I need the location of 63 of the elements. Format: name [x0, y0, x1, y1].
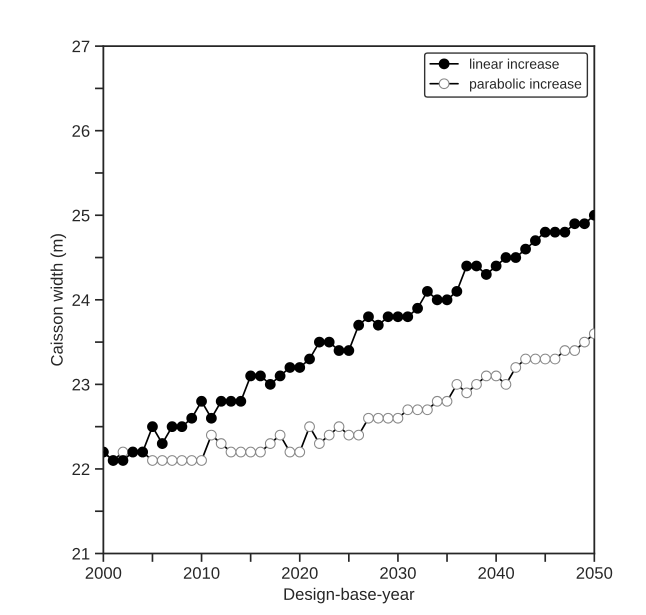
x-tick-label: 2030	[380, 567, 416, 579]
point	[500, 252, 512, 263]
point	[245, 370, 256, 382]
point	[118, 455, 128, 466]
point	[422, 286, 433, 297]
point	[235, 396, 246, 407]
point	[284, 362, 296, 373]
point	[324, 336, 335, 348]
point	[166, 421, 178, 432]
point	[569, 218, 580, 230]
y-tick-label: 25	[72, 210, 90, 222]
point	[471, 260, 482, 272]
point	[274, 370, 286, 382]
point	[530, 235, 541, 246]
x-tick-label: 2000	[86, 567, 122, 579]
legend-label: parabolic increase	[470, 78, 582, 92]
point	[461, 260, 472, 272]
x-tick-label: 2020	[282, 567, 318, 579]
point	[480, 269, 492, 280]
point	[226, 396, 236, 407]
point	[520, 244, 531, 254]
point	[550, 226, 560, 238]
point	[343, 345, 354, 356]
point	[402, 311, 414, 322]
y-tick-label: 27	[72, 40, 90, 52]
point	[294, 362, 306, 373]
point	[490, 260, 502, 272]
point	[412, 302, 423, 314]
y-tick-label: 24	[72, 294, 90, 306]
point	[216, 396, 227, 407]
point	[559, 226, 570, 238]
point	[156, 438, 168, 449]
point	[186, 412, 198, 424]
point	[206, 412, 217, 424]
y-tick-label: 26	[72, 125, 90, 137]
x-tick-label: 2010	[184, 567, 220, 579]
point	[451, 286, 462, 297]
point	[304, 354, 315, 364]
point	[176, 421, 188, 432]
x-tick-label: 2040	[478, 567, 514, 579]
y-tick-label: 22	[72, 463, 90, 475]
point	[579, 218, 590, 230]
point	[510, 252, 522, 263]
point	[363, 311, 374, 322]
legend-label: linear increase	[470, 58, 559, 69]
point	[432, 294, 443, 306]
point	[382, 311, 394, 322]
point	[442, 294, 452, 306]
point	[540, 226, 551, 238]
point	[353, 320, 364, 331]
point	[196, 396, 207, 407]
y-tick-label: 23	[72, 378, 90, 391]
x-tick-label: 2050	[576, 567, 612, 579]
point	[264, 378, 276, 390]
y-axis-title: Caisson width (m)	[50, 234, 66, 366]
point	[147, 421, 158, 432]
point	[314, 336, 325, 348]
point	[372, 320, 384, 331]
point	[334, 345, 344, 356]
point	[255, 370, 266, 382]
x-axis-title: Design-base-year	[284, 588, 414, 604]
point	[392, 311, 404, 322]
y-tick-label: 21	[72, 548, 90, 560]
